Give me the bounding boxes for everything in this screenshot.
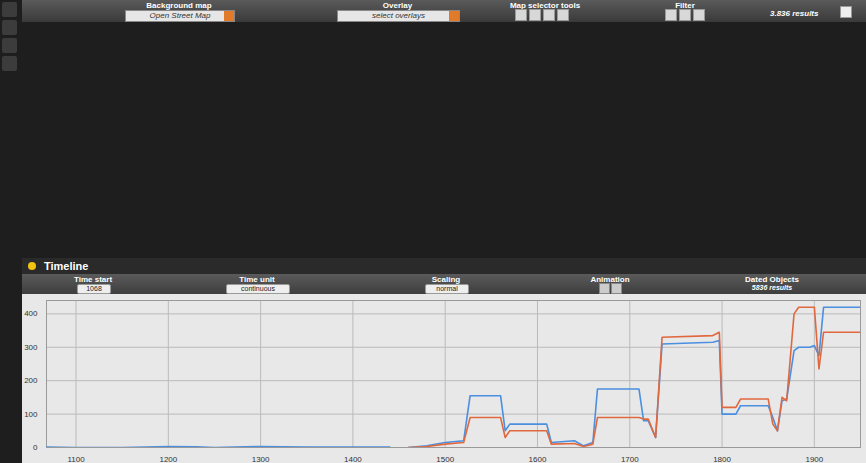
svg-text:1400: 1400 bbox=[344, 455, 362, 463]
html-text:5836 results: 5836 results bbox=[751, 284, 793, 291]
svg-text:1300: 1300 bbox=[252, 455, 270, 463]
svg-text:1900: 1900 bbox=[805, 455, 823, 463]
svg-text:300: 300 bbox=[24, 343, 38, 352]
svg-text:1100: 1100 bbox=[67, 455, 85, 463]
html-text:Map selector tools: Map selector tools bbox=[509, 1, 581, 10]
svg-text:1800: 1800 bbox=[713, 455, 731, 463]
html-text:Dated Objects: Dated Objects bbox=[745, 275, 799, 284]
html-text:Overlay: Overlay bbox=[382, 1, 413, 10]
svg-text:0: 0 bbox=[33, 443, 38, 452]
html-text:normal: normal bbox=[436, 285, 458, 292]
html-text:Open Street Map: Open Street Map bbox=[149, 11, 211, 20]
html-text:Filter: Filter bbox=[675, 1, 695, 10]
svg-text:1500: 1500 bbox=[436, 455, 454, 463]
html-text:select overlays: select overlays bbox=[372, 11, 425, 20]
svg-text:100: 100 bbox=[24, 410, 38, 419]
svg-text:1600: 1600 bbox=[529, 455, 547, 463]
html-text:Timeline: Timeline bbox=[44, 260, 89, 272]
html-text:Scaling: Scaling bbox=[431, 275, 461, 284]
svg-text:400: 400 bbox=[24, 309, 38, 318]
html-text:1068: 1068 bbox=[86, 285, 102, 292]
html-text:Animation: Animation bbox=[590, 275, 630, 284]
svg-text:1200: 1200 bbox=[159, 455, 177, 463]
svg-text:1700: 1700 bbox=[621, 455, 639, 463]
html-text:continuous: continuous bbox=[241, 285, 275, 292]
html-text:Time unit: Time unit bbox=[239, 275, 275, 284]
html-text:Background map: Background map bbox=[146, 1, 212, 10]
html-text:3.836 results: 3.836 results bbox=[770, 9, 819, 18]
svg-text:200: 200 bbox=[24, 376, 38, 385]
html-text:Time start: Time start bbox=[74, 275, 112, 284]
